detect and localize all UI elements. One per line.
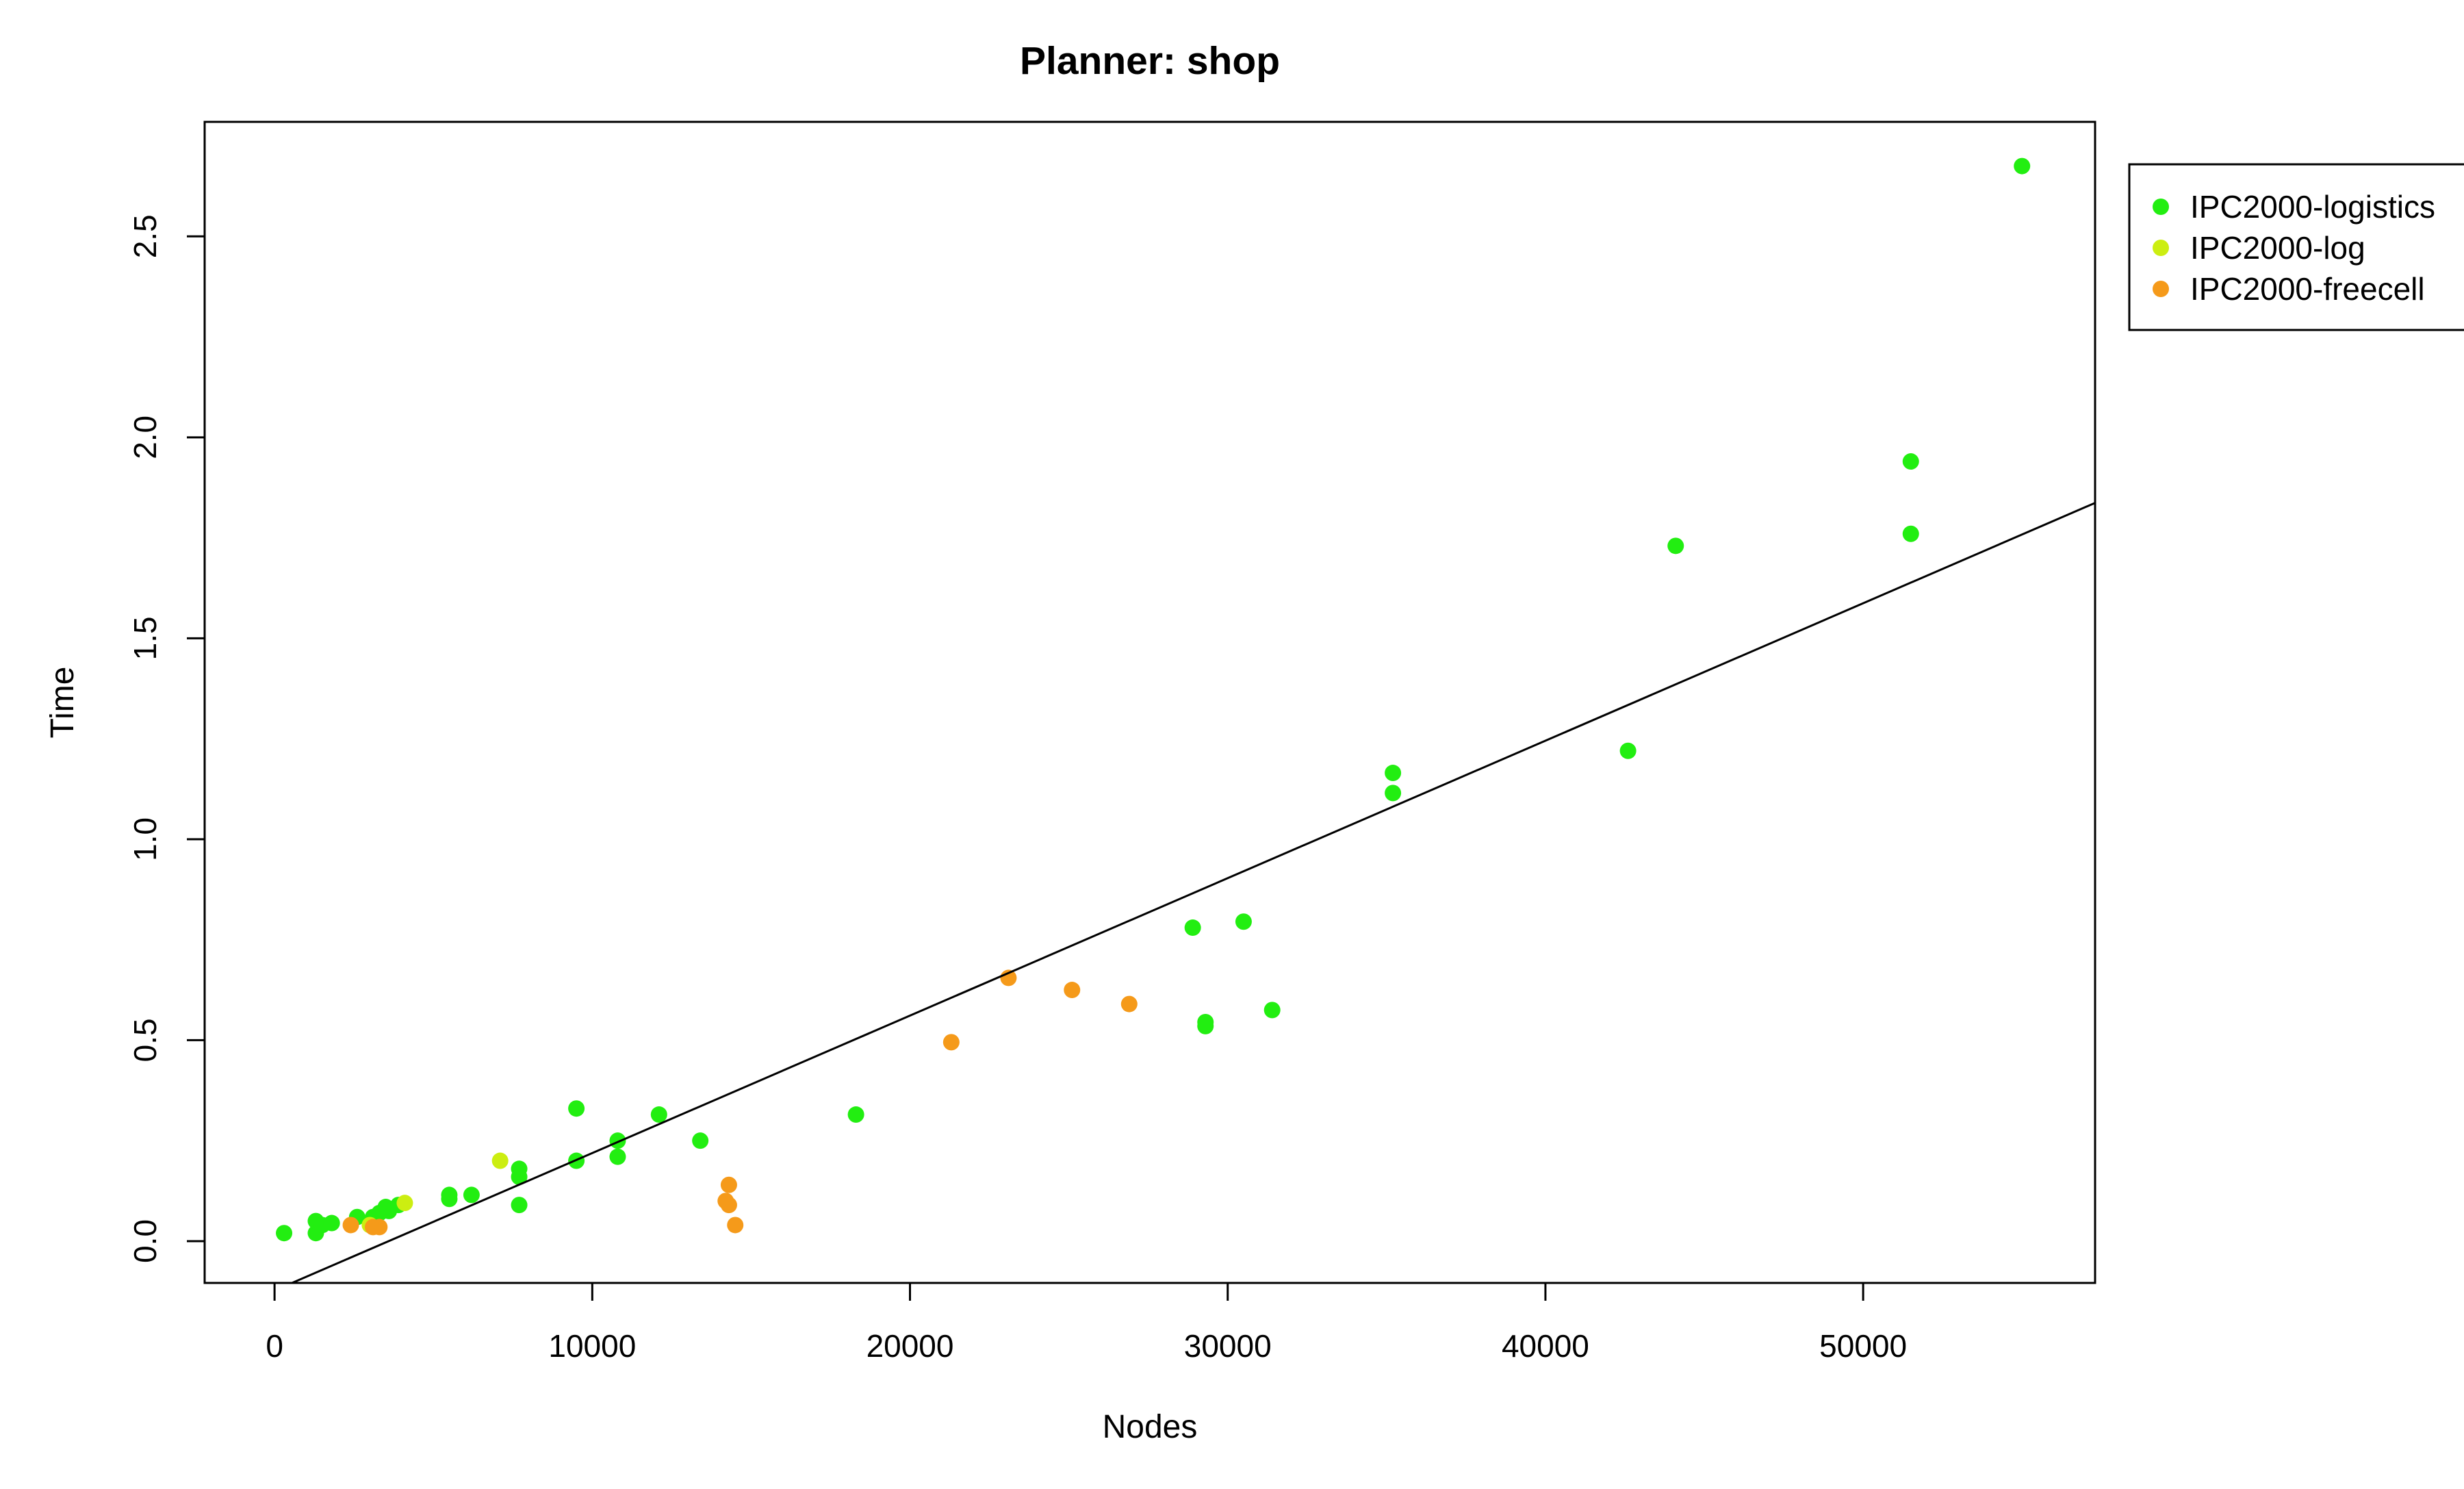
legend-entry: IPC2000-freecell xyxy=(2190,271,2425,307)
legend: IPC2000-logistics IPC2000-log IPC2000-free… xyxy=(2128,163,2464,331)
x-axis-label: Nodes xyxy=(1103,1409,1198,1445)
y-tick-label: 1.0 xyxy=(127,817,163,861)
data-point xyxy=(1619,742,1637,759)
y-tick-label: 0.5 xyxy=(127,1018,163,1062)
legend-entry: IPC2000-logistics xyxy=(2190,189,2435,225)
x-tick-label: 40000 xyxy=(1502,1328,1589,1364)
data-point xyxy=(342,1217,359,1234)
data-point xyxy=(650,1106,667,1123)
x-tick-label: 30000 xyxy=(1184,1328,1272,1364)
y-tick-label: 2.0 xyxy=(127,416,163,459)
x-tick-label: 50000 xyxy=(1819,1328,1907,1364)
data-point xyxy=(847,1106,864,1123)
series-IPC2000-freecell xyxy=(342,969,1138,1236)
trend-layer xyxy=(289,502,2095,1283)
data-point xyxy=(1263,1002,1281,1019)
data-point xyxy=(1667,537,1684,555)
data-point xyxy=(568,1100,585,1117)
data-point xyxy=(1197,1017,1214,1034)
data-point xyxy=(491,1152,509,1169)
legend-box xyxy=(2128,163,2464,331)
y-tick-label: 2.5 xyxy=(127,214,163,258)
data-point xyxy=(1064,982,1081,999)
points-layer xyxy=(276,157,2031,1242)
y-axis-label: Time xyxy=(44,667,81,739)
x-tick-label: 10000 xyxy=(548,1328,636,1364)
legend-marker xyxy=(2153,281,2169,297)
y-tick-label: 0.0 xyxy=(127,1219,163,1263)
data-point xyxy=(720,1197,737,1214)
data-point xyxy=(1385,785,1402,802)
data-point xyxy=(1902,453,1919,470)
data-point xyxy=(276,1225,293,1242)
data-point xyxy=(1120,995,1138,1013)
legend-marker xyxy=(2153,240,2169,256)
data-point xyxy=(1385,765,1402,782)
data-point xyxy=(511,1197,528,1214)
x-tick-label: 0 xyxy=(266,1328,283,1364)
series-IPC2000-logistics xyxy=(276,157,2031,1242)
data-point xyxy=(720,1176,737,1193)
data-point xyxy=(371,1219,388,1236)
data-point xyxy=(1235,913,1252,930)
data-point xyxy=(511,1169,528,1186)
data-point xyxy=(1902,525,1919,542)
x-axis: 0 10000 20000 30000 40000 50000 xyxy=(266,1282,1907,1364)
data-point xyxy=(609,1148,626,1165)
legend-marker xyxy=(2153,199,2169,215)
chart-title: Planner: shop xyxy=(1020,39,1280,83)
x-tick-label: 20000 xyxy=(867,1328,954,1364)
data-point xyxy=(2014,157,2031,175)
data-point xyxy=(942,1034,960,1051)
data-point xyxy=(463,1186,480,1204)
data-point xyxy=(396,1195,413,1212)
plot-frame xyxy=(203,120,2096,1284)
y-axis: 0.0 0.5 1.0 1.5 2.0 2.5 xyxy=(127,214,206,1263)
data-point xyxy=(1184,919,1201,937)
data-point xyxy=(323,1214,340,1232)
trend-line xyxy=(289,502,2095,1283)
data-point xyxy=(441,1191,458,1208)
y-tick-label: 1.5 xyxy=(127,616,163,660)
data-point xyxy=(692,1132,709,1149)
data-point xyxy=(727,1217,744,1234)
legend-entry: IPC2000-log xyxy=(2190,230,2365,266)
